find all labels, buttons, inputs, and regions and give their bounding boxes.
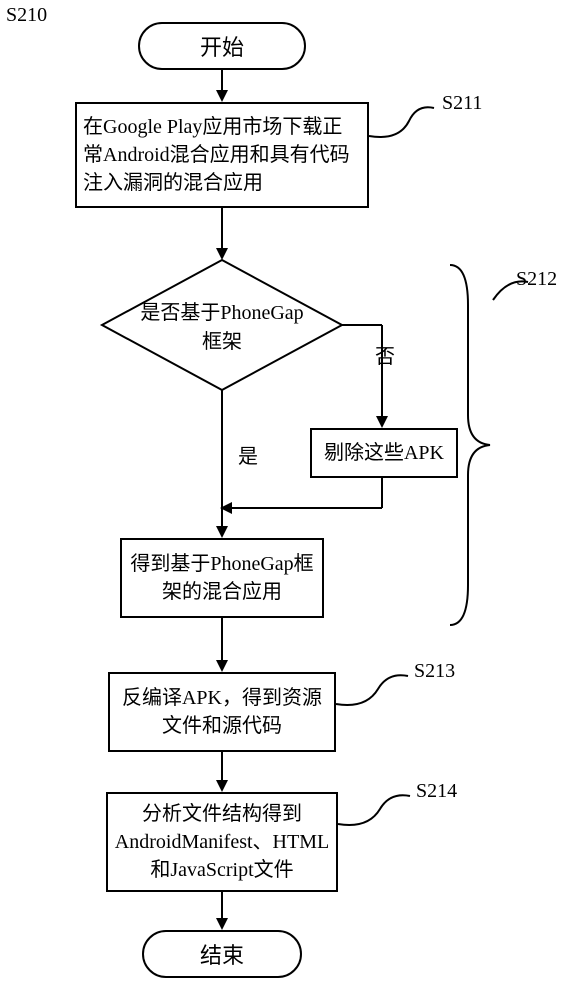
- step1-text: 在Google Play应用市场下载正常Android混合应用和具有代码注入漏洞…: [83, 113, 361, 197]
- decision-node: 是否基于PhoneGap框架: [102, 260, 342, 390]
- tag-s210: S210: [6, 4, 47, 27]
- step3-text: 反编译APK，得到资源文件和源代码: [116, 684, 328, 740]
- end-label: 结束: [200, 938, 244, 970]
- arrow-step3-step4: [212, 752, 232, 792]
- callout-s211: [369, 96, 449, 156]
- step4-text: 分析文件结构得到AndroidManifest、HTML和JavaScript文…: [114, 800, 330, 884]
- callout-s212: [408, 260, 488, 320]
- end-node: 结束: [142, 930, 302, 978]
- arrow-step4-end: [212, 892, 232, 930]
- tag-s212: S212: [516, 268, 557, 291]
- tag-s214: S214: [416, 780, 457, 803]
- tag-s213: S213: [414, 660, 455, 683]
- decision-text: 是否基于PhoneGap框架: [132, 296, 312, 354]
- label-no: 否: [375, 340, 395, 369]
- arrow-step1-decision: [212, 208, 232, 260]
- step2-text: 得到基于PhoneGap框架的混合应用: [128, 550, 316, 606]
- arrow-start-step1: [212, 70, 232, 102]
- process-step1: 在Google Play应用市场下载正常Android混合应用和具有代码注入漏洞…: [75, 102, 369, 208]
- label-yes: 是: [238, 440, 258, 469]
- arrow-reject-merge: [214, 478, 390, 518]
- start-label: 开始: [200, 30, 244, 62]
- process-step3: 反编译APK，得到资源文件和源代码: [108, 672, 336, 752]
- process-step4: 分析文件结构得到AndroidManifest、HTML和JavaScript文…: [106, 792, 338, 892]
- reject-text: 剔除这些APK: [324, 439, 444, 467]
- tag-s211: S211: [442, 92, 482, 115]
- callout-s214: [338, 784, 418, 844]
- process-step2: 得到基于PhoneGap框架的混合应用: [120, 538, 324, 618]
- callout-s213: [336, 664, 416, 724]
- process-reject: 剔除这些APK: [310, 428, 458, 478]
- start-node: 开始: [138, 22, 306, 70]
- arrow-step2-step3: [212, 618, 232, 672]
